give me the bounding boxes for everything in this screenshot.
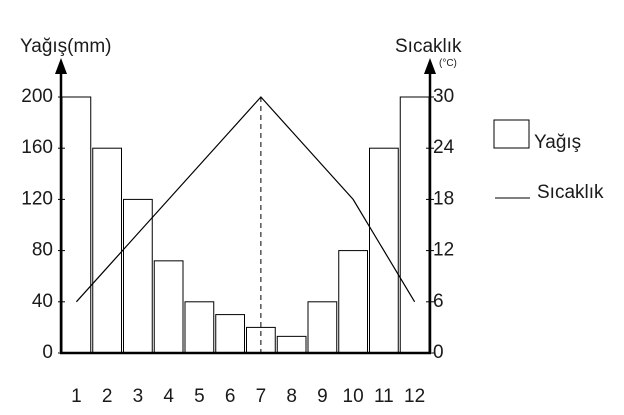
x-axis-tick-label: 5 [194, 386, 205, 407]
legend-bar-swatch [493, 119, 530, 149]
temperature-series-line [75, 96, 416, 303]
x-axis-tick-label: 3 [133, 386, 144, 407]
x-axis-tick-label: 12 [404, 386, 425, 407]
precipitation-bars [61, 96, 430, 354]
left-axis-tick-label: 40 [32, 291, 53, 312]
right-axis-title: Sıcaklık [395, 36, 462, 57]
right-axis-tick-label: 6 [433, 291, 444, 312]
x-axis-tick-label: 6 [225, 386, 236, 407]
precipitation-bar [92, 147, 122, 354]
x-axis-tick-label: 2 [102, 386, 113, 407]
x-axis-tick-label: 1 [71, 386, 82, 407]
left-axis-arrow-icon [55, 58, 67, 74]
precipitation-bar [307, 301, 338, 354]
left-axis-tick-label: 120 [21, 188, 53, 209]
precipitation-bar [61, 96, 92, 354]
right-axis-tick-label: 0 [433, 342, 444, 363]
axes [55, 58, 436, 355]
left-axis-title: Yağış(mm) [20, 36, 111, 57]
x-axis-tick-label: 11 [374, 386, 394, 407]
left-axis-tick-label: 200 [21, 86, 53, 107]
axis-labels: Yağış(mm) Sıcaklık (°C) [20, 36, 462, 69]
left-axis-tick-label: 80 [32, 240, 53, 261]
x-axis-tick-label: 10 [343, 386, 364, 407]
precipitation-bar [276, 335, 307, 354]
x-axis-tick-label: 8 [286, 386, 297, 407]
right-axis-tick-label: 30 [433, 86, 454, 107]
temperature-line [75, 96, 416, 303]
right-axis-tick-label: 18 [433, 188, 454, 209]
right-axis-tick-label: 24 [433, 137, 455, 158]
legend-label-precipitation: Yağış [534, 132, 581, 153]
legend: Yağış Sıcaklık [493, 119, 604, 203]
right-axis-arrow-icon [424, 58, 436, 74]
precipitation-bar [153, 260, 184, 354]
left-axis-tick-label: 160 [21, 137, 53, 158]
x-axis-tick-label: 9 [317, 386, 328, 407]
precipitation-bar [399, 96, 430, 354]
precipitation-bar [123, 198, 153, 354]
x-axis-tick-label: 7 [256, 386, 267, 407]
precipitation-bar [184, 301, 215, 354]
legend-label-temperature: Sıcaklık [537, 182, 604, 203]
x-axis-tick-label: 4 [163, 386, 174, 407]
left-axis-tick-label: 0 [42, 342, 53, 363]
right-axis-unit: (°C) [439, 58, 457, 69]
precipitation-bar [338, 250, 368, 354]
precipitation-bar [215, 314, 245, 354]
right-axis-tick-label: 12 [433, 240, 454, 261]
